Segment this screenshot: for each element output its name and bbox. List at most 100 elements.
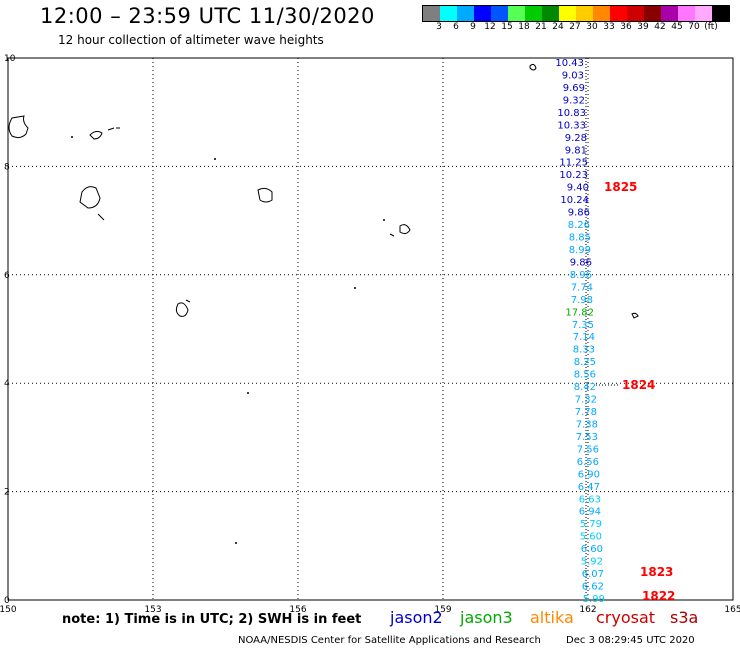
wave-height-label: 8.85 [569,233,591,244]
x-tick-label: 156 [289,605,306,615]
wave-height-label: 9.86 [570,257,592,268]
map-subtitle: 12 hour collection of altimeter wave hei… [58,33,324,47]
color-scale-label: 30 [586,22,598,32]
color-swatch [610,6,627,21]
island-dot [247,392,249,394]
wave-height-label: 5.79 [580,519,602,530]
color-swatch [559,6,576,21]
wave-height-label: 8.96 [570,270,592,281]
wave-height-label: 8.42 [574,382,596,393]
wave-height-label: 6.63 [579,494,601,505]
color-scale-label: 18 [518,22,530,32]
wave-height-label: 9.69 [563,83,585,94]
color-scale-label: 36 [620,22,632,32]
color-swatch [457,6,474,21]
x-tick-label: 153 [144,605,161,615]
pass-time-label: 1822 [642,589,675,603]
color-swatch [661,6,678,21]
island-coastline [175,302,189,317]
color-scale-label: 70 [688,22,700,32]
wave-height-label: 6.56 [577,457,599,468]
wave-height-label: 9.32 [563,95,585,106]
color-scale-label: 39 [637,22,649,32]
y-tick-label: 2 [4,488,10,498]
y-tick-label: 8 [4,162,10,172]
color-swatch [474,6,491,21]
satellite-cryosat: cryosat [596,608,656,627]
island-coastline [399,224,411,235]
wave-height-label: 7.98 [571,295,593,306]
wave-height-label: 11.25 [559,158,588,169]
wave-height-label: 7.32 [575,395,597,406]
color-scale-label: 33 [603,22,615,32]
color-scale-label: 6 [453,22,459,32]
wave-height-label: 6.62 [582,582,604,593]
wave-height-label: 5.92 [581,557,603,568]
island-coastline [8,115,29,139]
y-tick-label: 4 [4,379,10,389]
x-tick-label: 150 [0,605,17,615]
pass-time-label: 1824 [622,378,655,392]
island-dot [235,542,237,544]
pass-time-label: 1825 [604,180,637,194]
wave-height-label: 7.56 [577,444,599,455]
wave-height-label: 7.38 [576,419,598,430]
color-swatch [712,6,729,21]
credit-text: NOAA/NESDIS Center for Satellite Applica… [238,635,541,646]
satellite-s3a: s3a [670,608,699,627]
color-swatch [542,6,559,21]
color-swatch [644,6,661,21]
wave-height-label: 7.74 [571,282,593,293]
wave-height-label: 7.78 [575,407,597,418]
wave-height-label: 8.25 [574,357,596,368]
credit-footer: NOAA/NESDIS Center for Satellite Applica… [238,635,695,646]
island-dot [214,158,216,160]
island-coastline [89,130,103,140]
wave-height-label: 6.47 [578,482,600,493]
island-dot [354,287,356,289]
satellite-jason3: jason3 [460,608,513,627]
wave-height-label: 8.33 [573,345,595,356]
color-scale-label: 27 [569,22,581,32]
map-frame [7,57,734,601]
satellite-jason2: jason2 [390,608,443,627]
color-scale-label: (ft) [704,22,718,32]
color-swatch [491,6,508,21]
wave-height-label: 5.60 [580,532,602,543]
pass-time-label: 1823 [640,565,673,579]
island-dot [71,136,73,138]
island-coastline [631,312,639,319]
y-tick-label: 6 [4,271,10,281]
wave-height-label: 9.28 [565,133,587,144]
wave-height-label: 9.86 [568,208,590,219]
wave-height-label: 6.07 [582,569,604,580]
island-coastline [185,299,191,303]
color-swatch [627,6,644,21]
color-swatch [593,6,610,21]
wave-height-label: 6.94 [579,507,601,518]
color-swatch [423,6,440,21]
x-tick-label: 162 [579,605,596,615]
wave-height-label: 10.33 [557,120,586,131]
color-swatch [525,6,542,21]
wave-height-label: 6.60 [581,544,603,555]
color-scale-label: 42 [654,22,666,32]
wave-height-label: 10.83 [557,108,586,119]
color-scale-label: 3 [436,22,442,32]
wave-height-label: 8.56 [574,370,596,381]
footnote: note: 1) Time is in UTC; 2) SWH is in fe… [62,612,362,627]
color-scale-label: 9 [470,22,476,32]
color-scale-label: 24 [552,22,564,32]
wave-height-label: 10.23 [559,170,588,181]
color-swatch [576,6,593,21]
map-title: 12:00 – 23:59 UTC 11/30/2020 [40,4,375,28]
wave-height-label: 17.82 [565,307,594,318]
island-coastline [389,233,395,237]
color-scale-bar [422,5,730,22]
island-coastline [257,187,273,203]
wave-height-label: 8.26 [568,220,590,231]
color-scale-label: 21 [535,22,547,32]
satellite-altika: altika [530,608,574,627]
y-tick-label: 0 [4,596,10,606]
